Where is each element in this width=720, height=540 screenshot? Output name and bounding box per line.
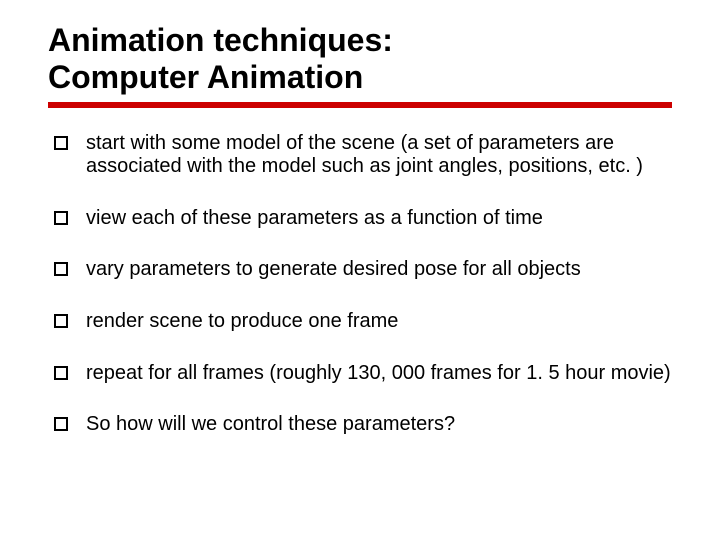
bullet-list: start with some model of the scene (a se…	[48, 132, 672, 437]
bullet-text: vary parameters to generate desired pose…	[86, 258, 672, 282]
list-item: render scene to produce one frame	[54, 310, 672, 334]
square-bullet-icon	[54, 417, 68, 431]
title-line-2: Computer Animation	[48, 59, 363, 95]
square-bullet-icon	[54, 262, 68, 276]
title-divider	[48, 102, 672, 108]
list-item: vary parameters to generate desired pose…	[54, 258, 672, 282]
bullet-text: view each of these parameters as a funct…	[86, 207, 672, 231]
bullet-text: repeat for all frames (roughly 130, 000 …	[86, 362, 672, 386]
square-bullet-icon	[54, 366, 68, 380]
list-item: So how will we control these parameters?	[54, 413, 672, 437]
square-bullet-icon	[54, 211, 68, 225]
slide-title: Animation techniques: Computer Animation	[48, 22, 672, 96]
bullet-text: So how will we control these parameters?	[86, 413, 672, 437]
square-bullet-icon	[54, 136, 68, 150]
list-item: view each of these parameters as a funct…	[54, 207, 672, 231]
list-item: start with some model of the scene (a se…	[54, 132, 672, 179]
square-bullet-icon	[54, 314, 68, 328]
list-item: repeat for all frames (roughly 130, 000 …	[54, 362, 672, 386]
slide-container: Animation techniques: Computer Animation…	[0, 0, 720, 540]
bullet-text: render scene to produce one frame	[86, 310, 672, 334]
bullet-text: start with some model of the scene (a se…	[86, 132, 672, 179]
title-block: Animation techniques: Computer Animation	[48, 22, 672, 108]
title-line-1: Animation techniques:	[48, 22, 393, 58]
